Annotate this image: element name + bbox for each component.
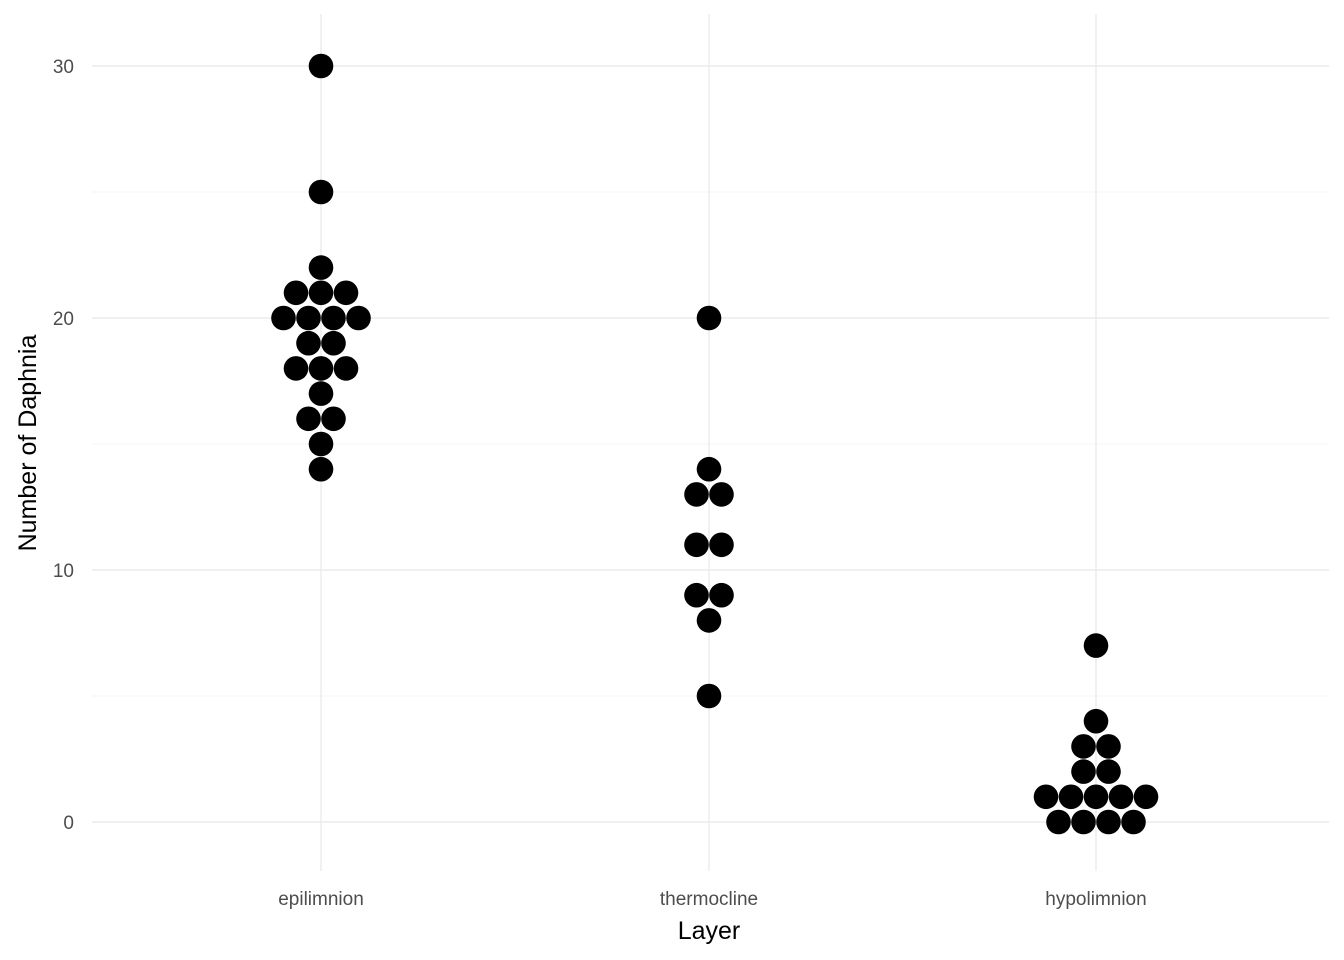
data-point (1096, 734, 1121, 759)
data-point (696, 608, 722, 633)
data-point (684, 582, 709, 608)
data-point (296, 305, 321, 331)
y-tick-label: 30 (53, 57, 74, 78)
x-axis-title: Layer (678, 917, 741, 945)
data-point (1108, 784, 1134, 810)
data-point (1083, 633, 1109, 658)
x-axis-ticks: epilimnion thermocline hypolimnion (278, 889, 1146, 910)
data-point (271, 305, 296, 331)
grid-lines (92, 14, 1329, 871)
data-point (283, 280, 309, 306)
data-point (296, 330, 321, 356)
data-point (1046, 809, 1071, 835)
data-point (333, 356, 359, 381)
data-point (1071, 809, 1096, 835)
data-point (346, 305, 371, 331)
data-point (308, 179, 334, 205)
data-point (308, 53, 334, 79)
data-point (1071, 734, 1096, 759)
y-tick-label: 10 (53, 561, 74, 582)
data-point (696, 456, 722, 482)
data-point (1133, 784, 1159, 810)
data-point (308, 381, 334, 406)
data-point (1083, 784, 1109, 810)
data-point (333, 280, 359, 306)
data-point (308, 255, 334, 280)
y-axis-ticks: 0 10 20 30 (53, 57, 74, 834)
data-point (1071, 759, 1096, 784)
y-tick-label: 20 (53, 309, 74, 330)
data-point (308, 431, 334, 457)
y-tick-label: 0 (63, 813, 74, 834)
y-axis-title: Number of Daphnia (14, 335, 42, 552)
x-tick-label: epilimnion (278, 889, 364, 910)
data-point (696, 683, 722, 709)
data-point (1083, 708, 1109, 734)
data-point (696, 305, 722, 331)
data-point (308, 356, 334, 381)
data-point (684, 532, 709, 558)
data-point (709, 582, 734, 608)
x-tick-label: hypolimnion (1045, 889, 1146, 910)
data-point (321, 330, 346, 356)
data-point (283, 356, 309, 381)
x-tick-label: thermocline (660, 889, 758, 910)
data-point (709, 482, 734, 507)
data-point (1058, 784, 1084, 810)
data-point (308, 280, 334, 306)
data-point (709, 532, 734, 558)
data-point (1096, 809, 1121, 835)
data-point (1033, 784, 1059, 810)
data-point (1121, 809, 1146, 835)
data-points (271, 53, 1159, 835)
data-point (321, 406, 346, 432)
data-point (1096, 759, 1121, 784)
data-point (684, 482, 709, 507)
data-point (296, 406, 321, 432)
data-point (308, 456, 334, 482)
data-point (321, 305, 346, 331)
